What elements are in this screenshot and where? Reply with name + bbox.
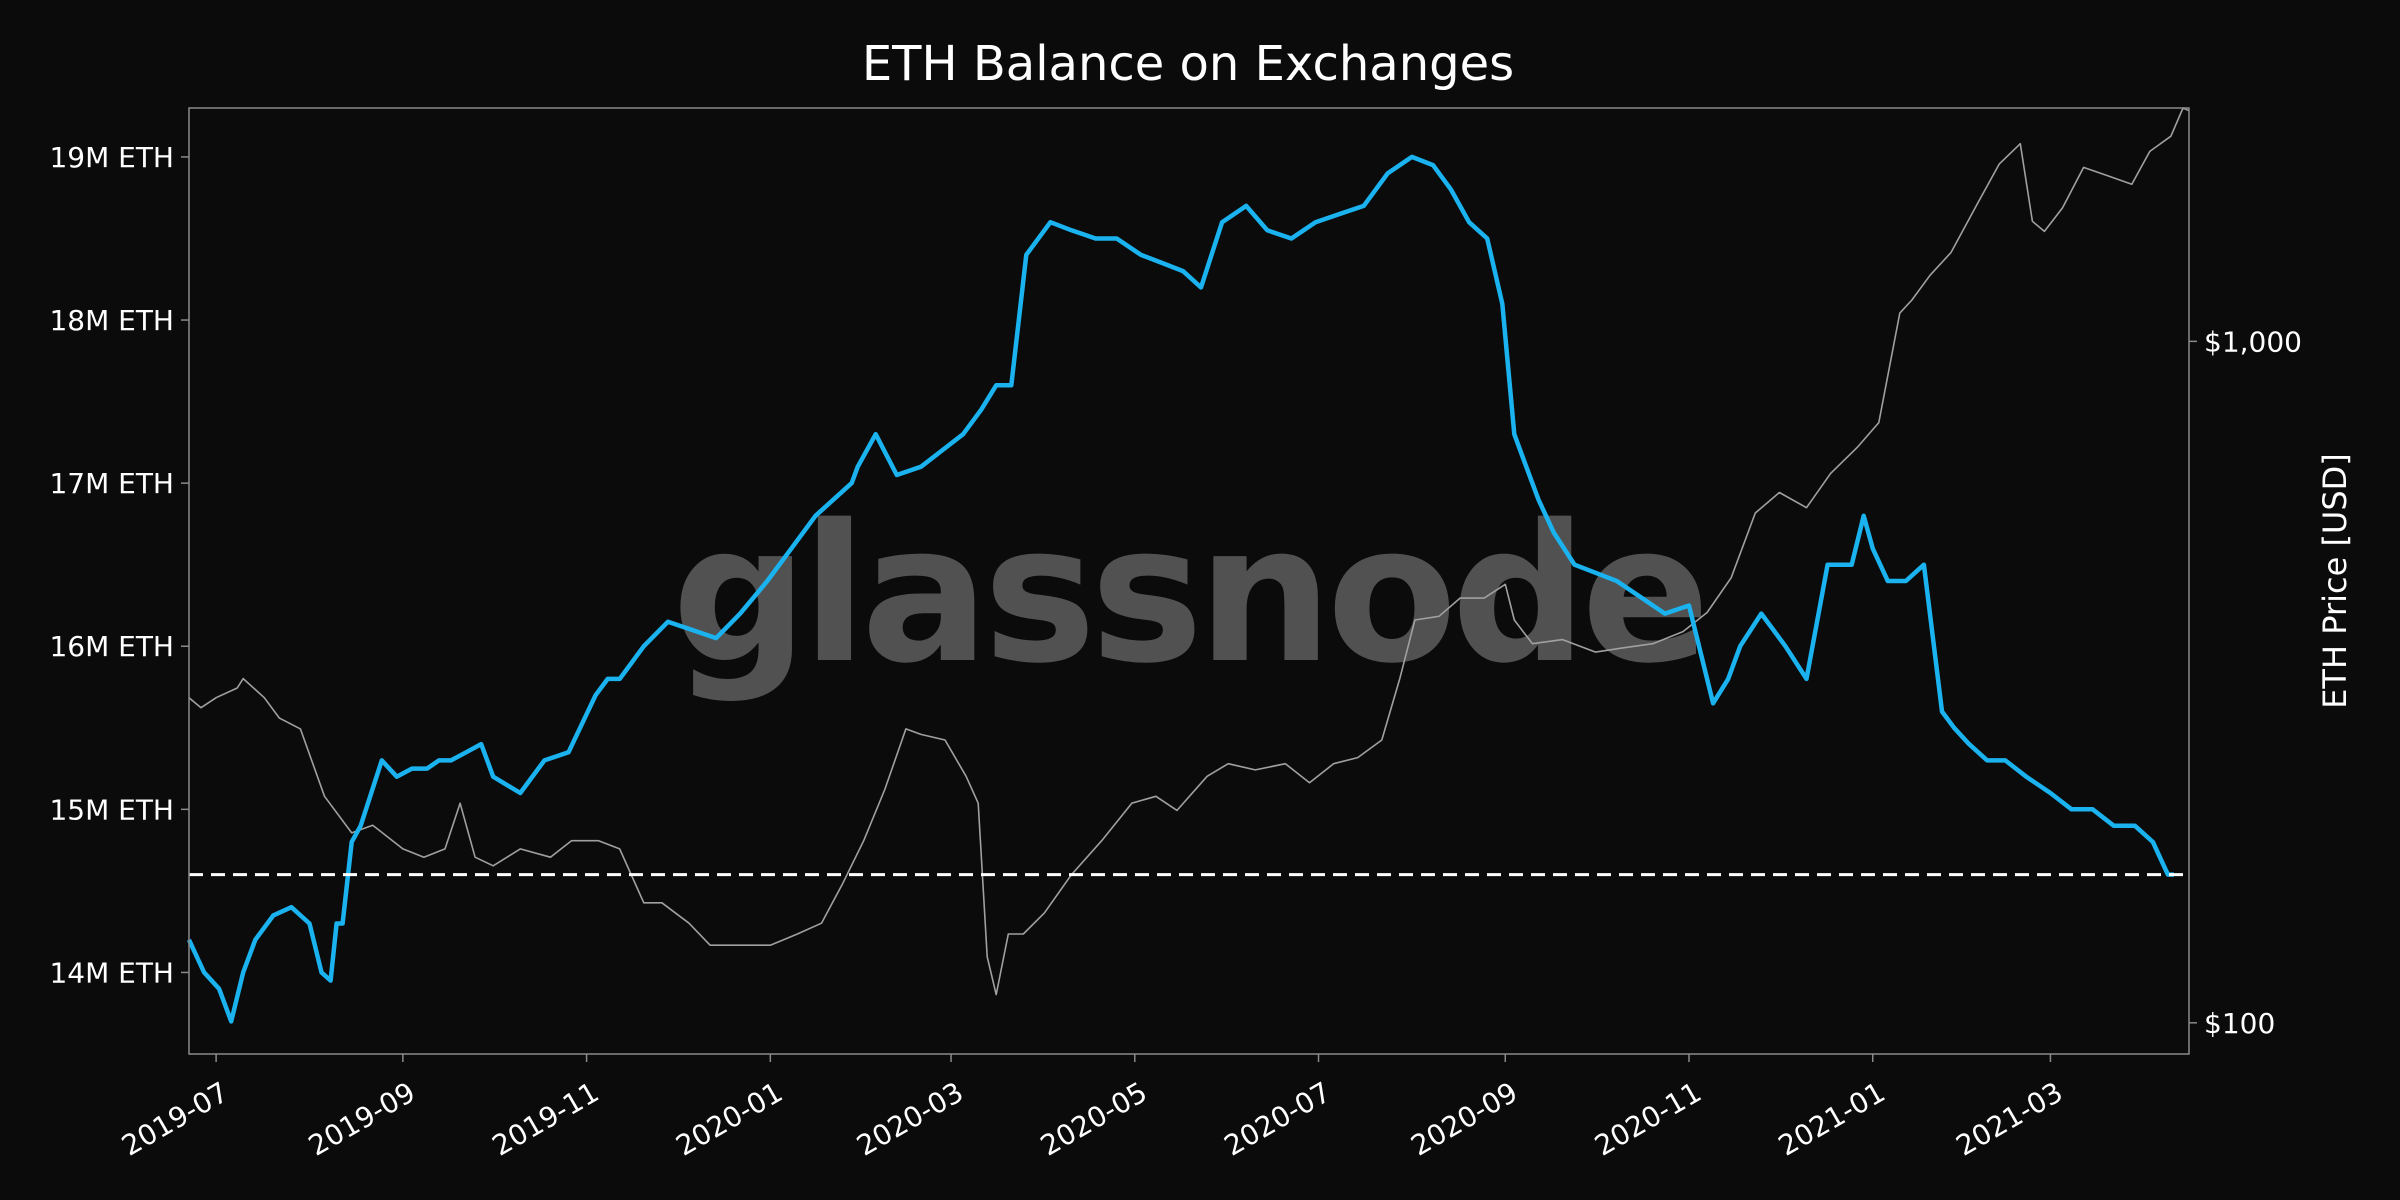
- left-tick-label: 14M ETH: [49, 956, 174, 989]
- left-tick-label: 15M ETH: [49, 793, 174, 826]
- right-tick-label: $1,000: [2204, 325, 2302, 358]
- plot-frame: [188, 107, 2190, 1055]
- right-axis-ticks: $100 $1,000: [2189, 325, 2302, 1040]
- left-tick-label: 18M ETH: [49, 304, 174, 337]
- glassnode-watermark: glassnode: [672, 484, 1704, 705]
- left-tick-label: 19M ETH: [49, 141, 174, 174]
- left-tick-label: 16M ETH: [49, 630, 174, 663]
- right-axis-label: ETH Price [USD]: [2316, 453, 2354, 709]
- chart-title: ETH Balance on Exchanges: [862, 36, 1514, 92]
- left-axis-ticks: 14M ETH 15M ETH 16M ETH 17M ETH 18M ETH 19M E…: [49, 141, 189, 989]
- eth-price-line: [188, 107, 2190, 996]
- series-layer: [186, 107, 2190, 1024]
- exchange-balance-line: [186, 154, 2174, 1024]
- right-tick-label: $100: [2204, 1007, 2275, 1040]
- left-tick-label: 17M ETH: [49, 467, 174, 500]
